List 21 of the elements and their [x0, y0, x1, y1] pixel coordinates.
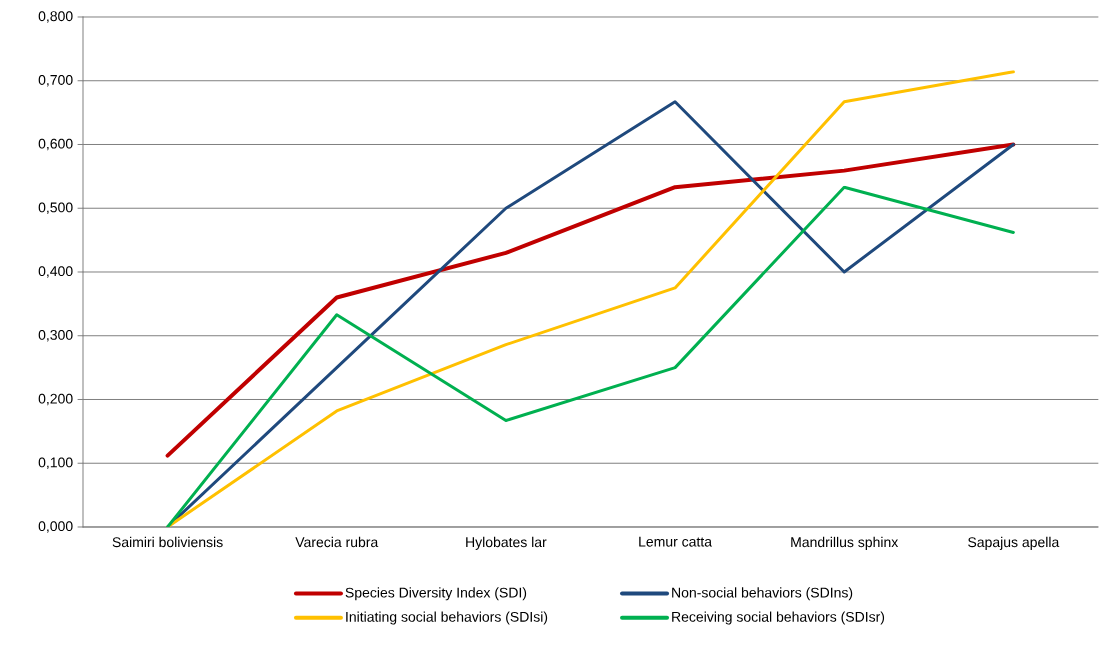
legend-label: Initiating social behaviors (SDIsi) — [346, 611, 548, 625]
y-tick-label: 0,400 — [38, 266, 73, 278]
y-tick-label: 0,800 — [38, 11, 73, 23]
line-series — [165, 142, 1016, 458]
x-tick-label: Varecia rubra — [295, 536, 379, 548]
x-tick-label: Saimiri boliviensis — [112, 536, 223, 548]
y-tick-label: 0,100 — [38, 457, 73, 470]
legend-label: Species Diversity Index (SDI) — [345, 587, 527, 601]
x-tick-label: Hylobates lar — [466, 536, 547, 550]
y-tick-label: 0,000 — [38, 521, 73, 533]
y-tick-label: 0,200 — [38, 393, 73, 406]
y-tick-label: 0,700 — [38, 74, 73, 87]
y-tick-label: 0,500 — [38, 202, 73, 215]
y-tick-label: 0,600 — [38, 138, 73, 151]
x-tick-label: Mandrillus sphinx — [791, 536, 899, 550]
y-tick-label: 0,300 — [38, 329, 73, 342]
x-tick-label: Sapajus apella — [968, 536, 1060, 550]
line-series — [166, 185, 1015, 527]
legend-label: Receiving social behaviors (SDIsr) — [672, 611, 885, 625]
x-tick-label: Lemur catta — [639, 536, 713, 547]
legend-label: Non-social behaviors (SDIns) — [672, 587, 853, 601]
